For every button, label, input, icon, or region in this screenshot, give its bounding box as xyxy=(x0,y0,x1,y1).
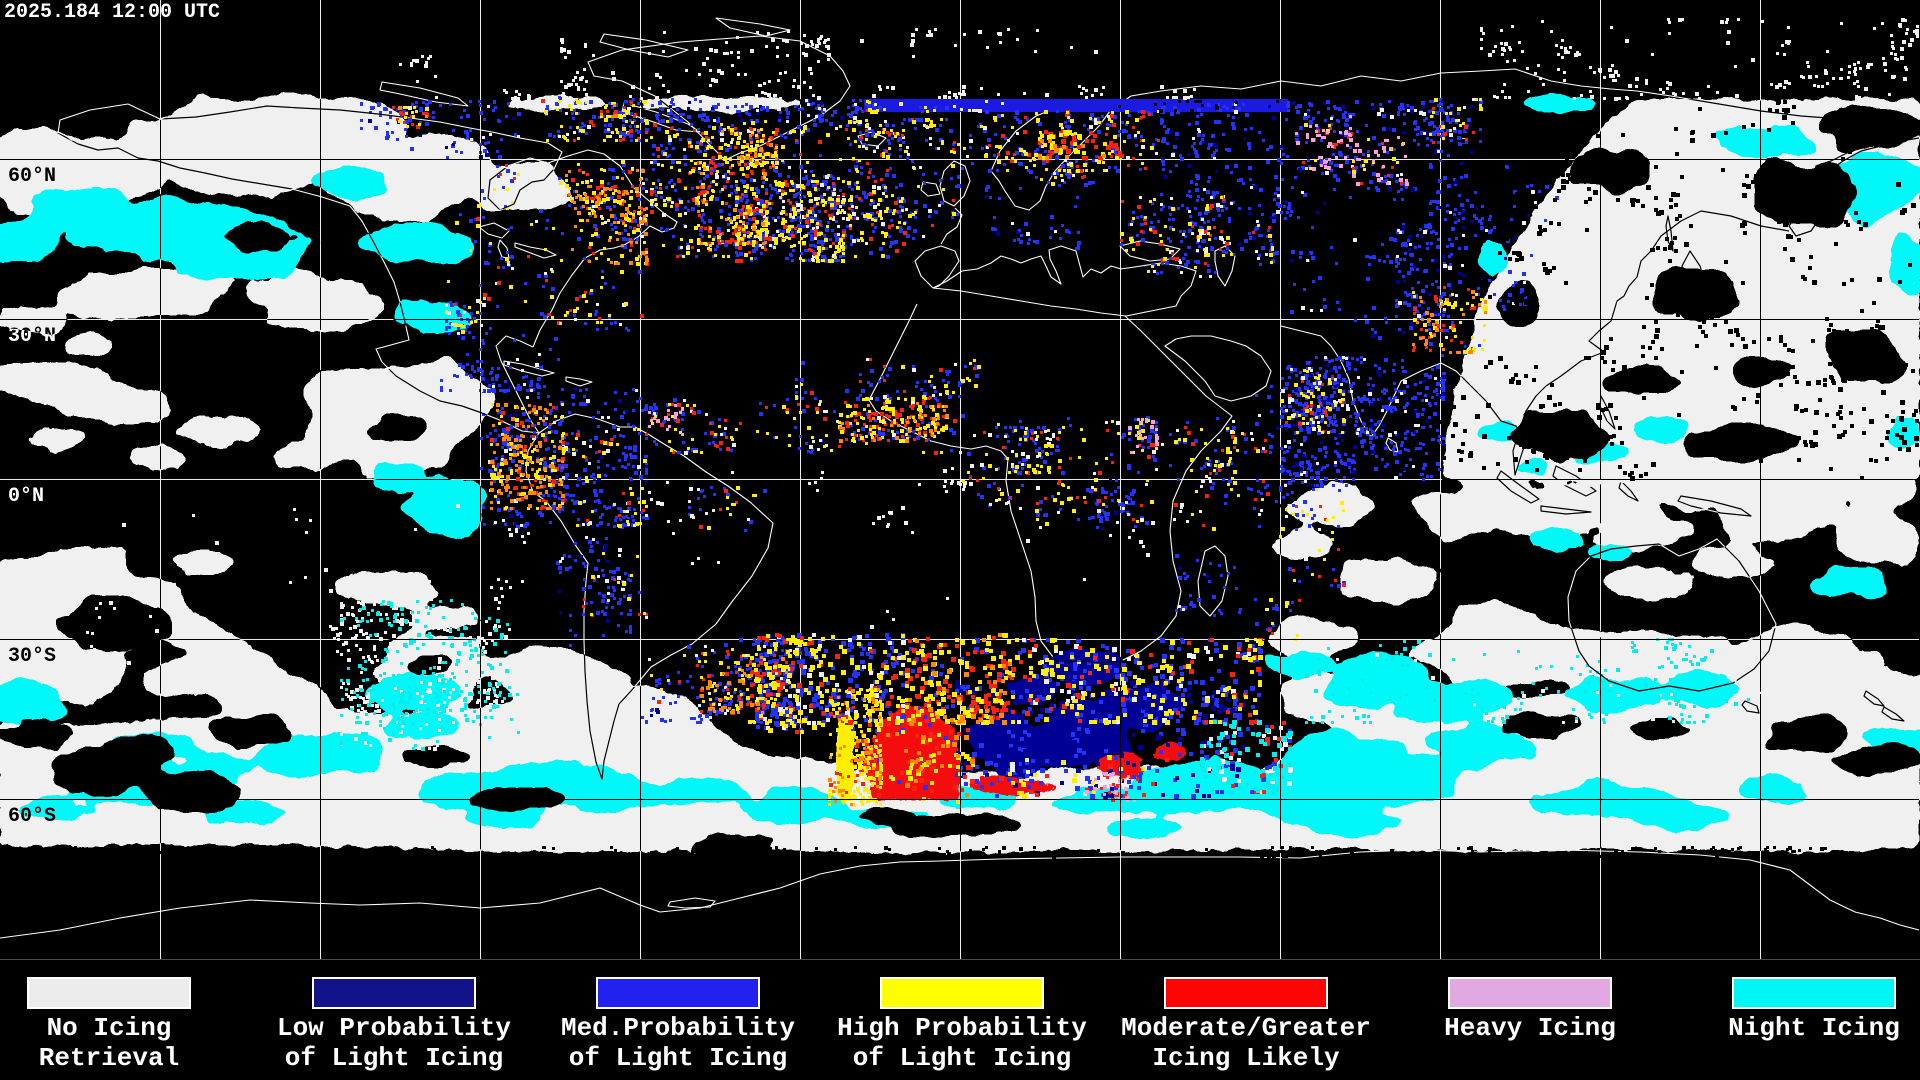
svg-text:Night Icing: Night Icing xyxy=(1728,1013,1900,1043)
svg-text:Heavy Icing: Heavy Icing xyxy=(1444,1013,1616,1043)
svg-text:of Light Icing: of Light Icing xyxy=(853,1043,1071,1073)
svg-text:60°S: 60°S xyxy=(8,805,56,828)
svg-text:30°N: 30°N xyxy=(8,325,56,348)
svg-text:60°S: 60°S xyxy=(8,805,56,828)
svg-text:Low Probability: Low Probability xyxy=(277,1013,511,1043)
svg-text:30°S: 30°S xyxy=(8,645,56,668)
svg-text:0°N: 0°N xyxy=(8,485,44,508)
svg-text:Moderate/Greater: Moderate/Greater xyxy=(1121,1013,1371,1043)
svg-text:Icing Likely: Icing Likely xyxy=(1152,1043,1340,1073)
svg-text:No Icing: No Icing xyxy=(47,1013,172,1043)
svg-text:of Light Icing: of Light Icing xyxy=(569,1043,787,1073)
svg-text:2025.184 12:00 UTC: 2025.184 12:00 UTC xyxy=(4,1,220,24)
svg-text:High Probability: High Probability xyxy=(837,1013,1087,1043)
svg-text:Retrieval: Retrieval xyxy=(39,1043,179,1073)
svg-text:30°S: 30°S xyxy=(8,645,56,668)
svg-text:60°N: 60°N xyxy=(8,165,56,188)
svg-text:60°N: 60°N xyxy=(8,165,56,188)
svg-text:Med.Probability: Med.Probability xyxy=(561,1013,795,1043)
svg-text:of Light Icing: of Light Icing xyxy=(285,1043,503,1073)
